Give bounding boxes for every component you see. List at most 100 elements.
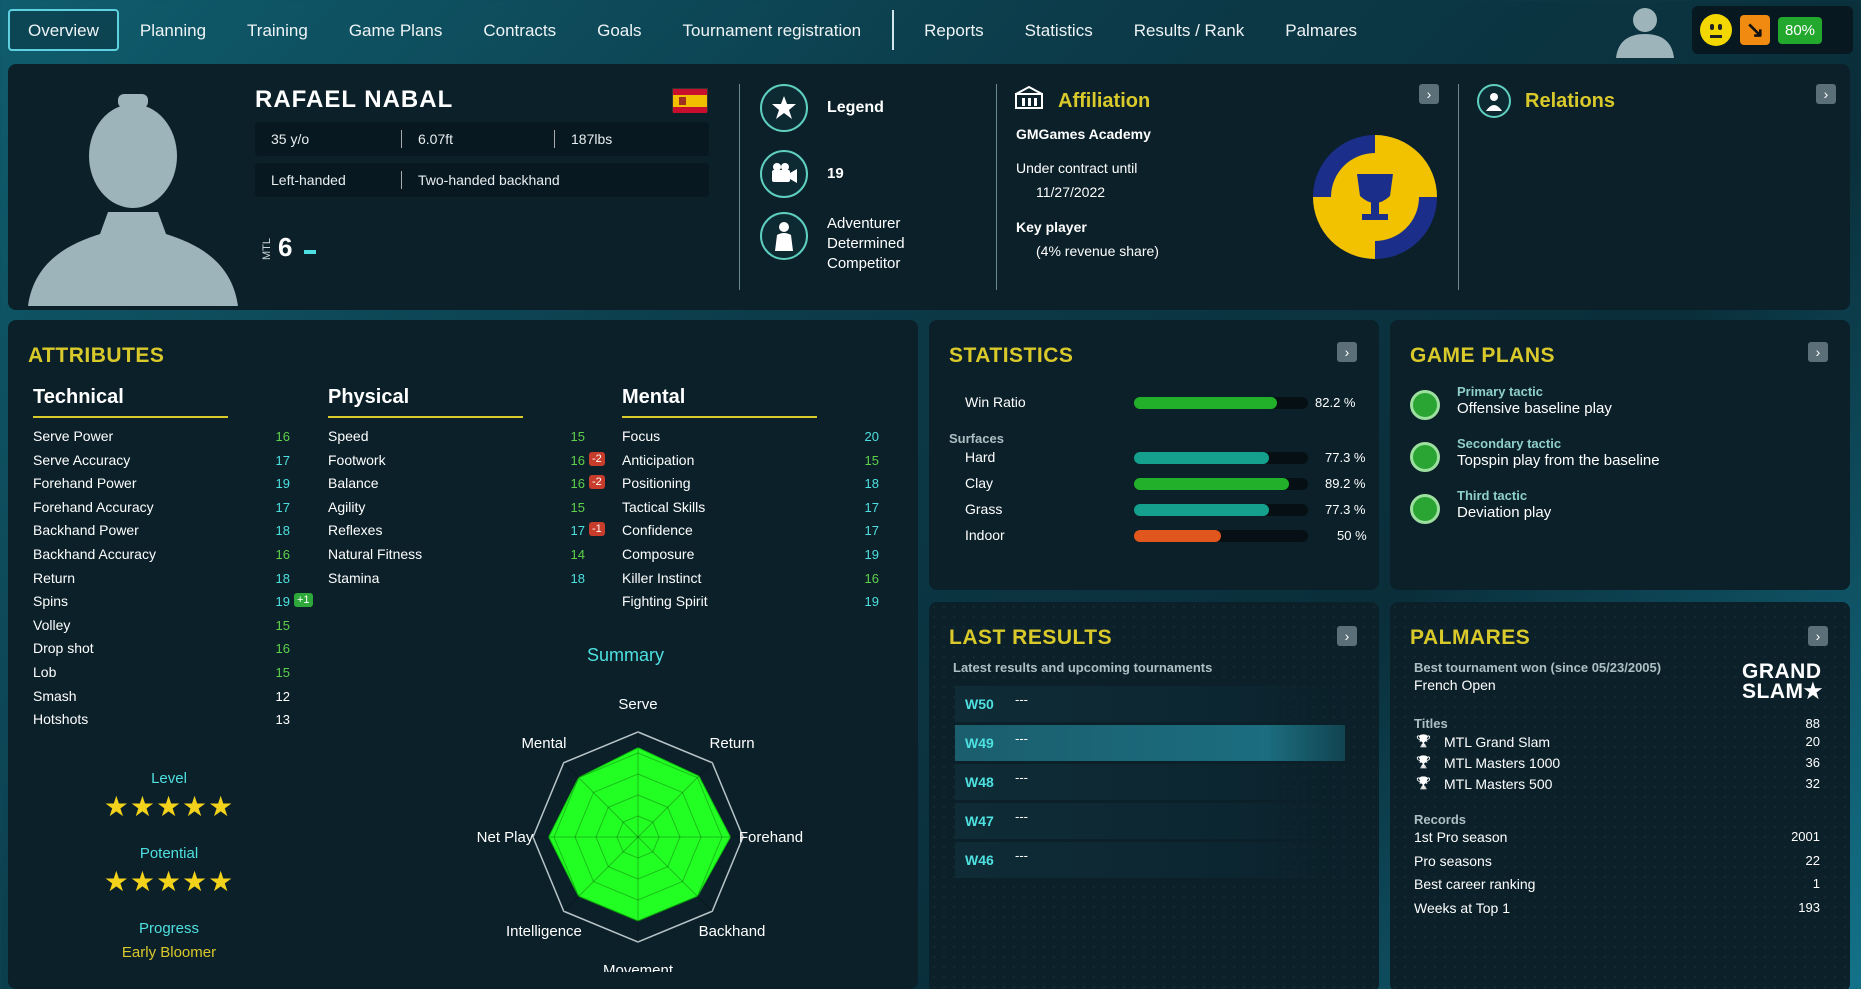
- attribute-value: 17: [275, 499, 290, 515]
- main-nav: Overview Planning Training Game Plans Contra…: [0, 0, 1378, 60]
- summary-title: Summary: [587, 645, 665, 665]
- contract-label: Under contract until: [1016, 160, 1138, 176]
- attribute-name: Serve Accuracy: [33, 451, 131, 468]
- attribute-value: 12: [275, 688, 290, 704]
- title-count: 32: [1805, 776, 1820, 791]
- nav-planning[interactable]: Planning: [139, 21, 207, 40]
- divider: [739, 84, 740, 290]
- tactic-label: Secondary tactic: [1457, 436, 1562, 451]
- radar-axis-label: Intelligence: [506, 923, 582, 940]
- attribute-name: Return: [33, 569, 76, 586]
- win-ratio-label: Win Ratio: [965, 394, 1026, 410]
- record-name: Pro seasons: [1414, 852, 1492, 869]
- tactic-label: Third tactic: [1457, 488, 1528, 503]
- attribute-value: 16: [570, 452, 585, 468]
- attribute-value: 17: [864, 523, 879, 539]
- attributes-title: ATTRIBUTES: [28, 344, 165, 367]
- attribute-name: Confidence: [622, 522, 693, 539]
- contract-date: 11/27/2022: [1036, 184, 1106, 200]
- attribute-name: Composure: [622, 546, 695, 562]
- surface-value: 89.2 %: [1325, 476, 1366, 491]
- top-navigation: Overview Planning Training Game Plans Contra…: [0, 0, 1861, 60]
- attribute-value: 18: [864, 476, 879, 492]
- title-name: MTL Masters 500: [1444, 776, 1553, 792]
- last-results-title: LAST RESULTS: [949, 626, 1113, 649]
- attribute-value: 18: [570, 570, 585, 586]
- nav-game-plans[interactable]: Game Plans: [348, 21, 443, 40]
- nav-statistics[interactable]: Statistics: [1024, 21, 1093, 40]
- attribute-value: 18: [275, 570, 290, 586]
- attr-column-underline: [33, 416, 228, 418]
- tactic-value[interactable]: Deviation play: [1457, 504, 1552, 521]
- attribute-value: 15: [864, 452, 879, 468]
- last-results-chevron-icon[interactable]: ›: [1337, 626, 1357, 646]
- result-row[interactable]: W46 ---: [955, 842, 1345, 878]
- tactic-value[interactable]: Offensive baseline play: [1457, 400, 1612, 417]
- surface-bar-fill: [1134, 478, 1290, 490]
- attribute-value: 14: [570, 547, 585, 562]
- nav-contracts[interactable]: Contracts: [483, 21, 557, 40]
- radar-axis-line: [637, 836, 713, 912]
- record-value: 1: [1812, 876, 1820, 891]
- nav-results-rank[interactable]: Results / Rank: [1133, 21, 1245, 40]
- potential-label: Potential: [139, 845, 199, 862]
- game-plans-panel: GAME PLANS › Primary tactic Offensive bas…: [1390, 320, 1850, 590]
- attribute-name: Fighting Spirit: [622, 593, 708, 610]
- radar-axis-label: Serve: [618, 696, 657, 713]
- title-name: MTL Masters 1000: [1444, 755, 1561, 771]
- win-ratio-bar: [1134, 397, 1308, 409]
- nav-reports[interactable]: Reports: [924, 21, 984, 40]
- grand-slam-line1: GRAND: [1742, 660, 1822, 683]
- legend-laurel-icon: [760, 84, 808, 132]
- game-plans-chevron-icon[interactable]: ›: [1808, 342, 1828, 362]
- result-row[interactable]: W48 ---: [955, 764, 1345, 800]
- club-name: GMGames Academy: [1016, 126, 1151, 142]
- radar-axis-line: [637, 762, 713, 838]
- key-player-value: (4% revenue share): [1036, 243, 1159, 259]
- player-silhouette-icon: [28, 94, 238, 306]
- statistics-chevron-icon[interactable]: ›: [1337, 342, 1357, 362]
- player-profile-panel: RAFAEL NABAL 35 y/o 6.07ft 187lbs Left-h…: [8, 64, 1850, 310]
- building-icon: [1015, 85, 1043, 109]
- attribute-value: 16: [570, 476, 585, 492]
- attribute-value: 19: [864, 594, 879, 610]
- result-row[interactable]: W49 ---: [955, 725, 1345, 761]
- result-value: ---: [1015, 848, 1028, 863]
- attribute-name: Drop shot: [33, 640, 94, 657]
- affiliation-title: Affiliation: [1058, 90, 1151, 112]
- mtl-label: MTL: [261, 238, 273, 260]
- relations-title: Relations: [1525, 90, 1616, 112]
- result-week: W50: [965, 696, 994, 712]
- attribute-value: 17: [570, 523, 585, 539]
- surface-value: 50 %: [1337, 528, 1367, 543]
- nav-overview[interactable]: Overview: [8, 9, 119, 51]
- neutral-face-icon[interactable]: [1700, 14, 1732, 46]
- nav-palmares[interactable]: Palmares: [1285, 21, 1358, 40]
- surface-bar: [1134, 452, 1308, 464]
- nav-goals[interactable]: Goals: [597, 21, 642, 40]
- tactic-value[interactable]: Topspin play from the baseline: [1457, 452, 1660, 469]
- fitness-badge[interactable]: 80%: [1778, 16, 1823, 44]
- manager-avatar-icon[interactable]: [1612, 4, 1678, 58]
- nav-tournament-registration[interactable]: Tournament registration: [682, 21, 862, 40]
- trend-down-icon[interactable]: ↘: [1740, 15, 1770, 45]
- attribute-name: Natural Fitness: [328, 546, 423, 562]
- level-label: Level: [151, 770, 187, 787]
- progress-label: Progress: [138, 920, 200, 937]
- best-tournament-value: French Open: [1414, 677, 1496, 693]
- result-row[interactable]: W50 ---: [955, 686, 1345, 722]
- record-name: Best career ranking: [1414, 876, 1536, 892]
- affiliation-chevron-icon[interactable]: ›: [1419, 84, 1439, 104]
- result-row[interactable]: W47 ---: [955, 803, 1345, 839]
- record-value: 2001: [1791, 829, 1820, 844]
- attribute-name: Positioning: [622, 475, 691, 492]
- surface-bar: [1134, 478, 1308, 490]
- palmares-chevron-icon[interactable]: ›: [1808, 626, 1828, 646]
- attribute-name: Volley: [33, 616, 71, 633]
- nav-training[interactable]: Training: [247, 21, 308, 40]
- attribute-name: Backhand Power: [33, 522, 139, 539]
- attribute-name: Serve Power: [33, 428, 114, 444]
- relations-chevron-icon[interactable]: ›: [1816, 84, 1836, 104]
- trophy-icon: 🏆: [1416, 755, 1431, 769]
- player-height: 6.07ft: [418, 131, 454, 147]
